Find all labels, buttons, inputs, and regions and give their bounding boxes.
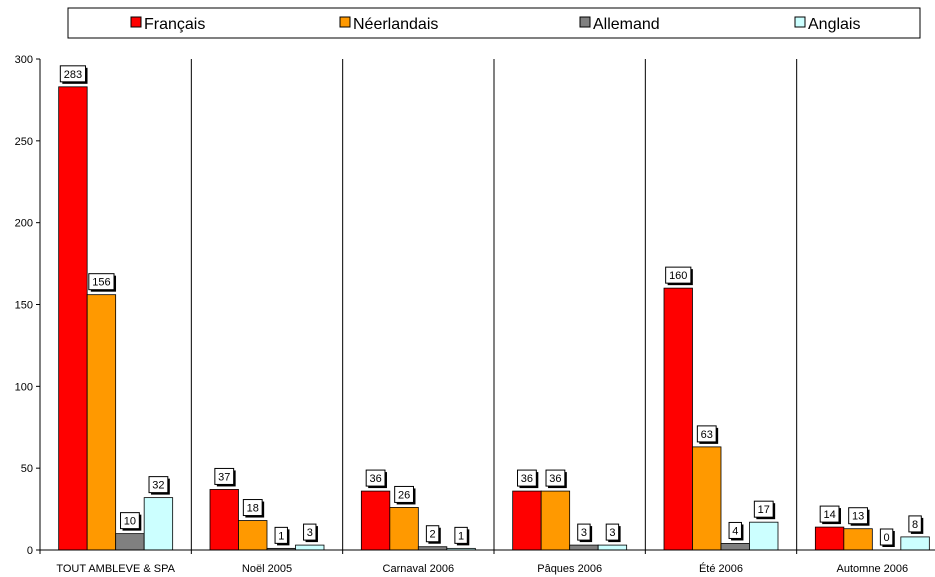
- y-tick-label: 250: [15, 136, 33, 148]
- bar-neerlandais: [540, 490, 571, 551]
- y-tick-label: 150: [15, 300, 33, 312]
- y-tick-label: 300: [15, 54, 33, 66]
- category-label: Été 2006: [699, 562, 743, 575]
- data-label: 3: [609, 527, 615, 539]
- data-label: 36: [369, 473, 381, 485]
- data-label-box: [753, 500, 774, 518]
- bar-francais: [814, 526, 845, 551]
- legend-label-allemand: Allemand: [593, 16, 660, 33]
- bar-anglais: [900, 536, 930, 551]
- data-label-box: [728, 521, 742, 539]
- data-label: 36: [549, 473, 561, 485]
- bars: [58, 86, 930, 551]
- legend-swatch-allemand: [579, 16, 591, 28]
- data-label-box: [696, 425, 717, 443]
- y-tick-label: 200: [15, 218, 33, 230]
- data-label-box: [425, 525, 440, 543]
- bar-anglais: [143, 497, 174, 551]
- y-tick-label: 100: [15, 381, 33, 393]
- data-label: 156: [92, 277, 110, 289]
- data-label: 8: [912, 519, 918, 531]
- bar-francais: [512, 490, 542, 551]
- legend-swatch-neerlandais: [339, 16, 351, 28]
- data-label-box: [848, 507, 868, 525]
- data-label-box: [605, 523, 620, 541]
- category-label: Noël 2005: [242, 563, 292, 575]
- legend-swatch-anglais: [794, 16, 806, 28]
- bar-neerlandais: [238, 520, 268, 551]
- bar-francais: [360, 490, 391, 551]
- bar-anglais: [295, 544, 325, 551]
- data-label: 32: [152, 480, 164, 492]
- legend-label-anglais: Anglais: [808, 16, 860, 33]
- data-label: 10: [124, 516, 136, 528]
- data-label: 14: [823, 509, 835, 521]
- data-label-box: [148, 476, 169, 494]
- legend-label-francais: Français: [144, 16, 205, 33]
- data-label-box: [59, 65, 87, 83]
- data-label-box: [908, 515, 922, 533]
- bar-francais: [663, 287, 693, 551]
- bar-allemand: [115, 533, 145, 551]
- data-label-box: [879, 528, 894, 546]
- data-label: 37: [218, 471, 230, 483]
- data-label-box: [819, 505, 840, 523]
- data-label-box: [517, 469, 537, 487]
- legend-swatch-francais: [130, 16, 142, 28]
- data-label-box: [365, 469, 386, 487]
- data-label: 1: [278, 530, 284, 542]
- bar-neerlandais: [86, 294, 117, 551]
- data-label: 0: [884, 532, 890, 544]
- data-label: 13: [852, 511, 864, 523]
- legend-label-neerlandais: Néerlandais: [353, 16, 438, 33]
- category-label: Automne 2006: [837, 563, 909, 575]
- data-label-box: [214, 467, 235, 485]
- data-label-box: [303, 523, 317, 541]
- data-label: 36: [521, 473, 533, 485]
- bar-neerlandais: [692, 446, 722, 551]
- category-label: Pâques 2006: [537, 563, 602, 575]
- category-label: Carnaval 2006: [383, 563, 455, 575]
- bar-allemand: [720, 543, 750, 551]
- data-label: 1: [458, 530, 464, 542]
- category-label: TOUT AMBLEVE & SPA: [56, 563, 175, 575]
- data-label-box: [88, 273, 115, 291]
- bar-francais: [209, 489, 239, 551]
- bar-neerlandais: [389, 507, 419, 551]
- bar-allemand: [569, 544, 599, 551]
- y-tick-label: 0: [27, 545, 33, 557]
- data-label: 4: [732, 525, 738, 537]
- data-label: 2: [430, 529, 436, 541]
- data-label-box: [545, 469, 566, 487]
- data-label-box: [665, 266, 692, 284]
- data-label: 3: [307, 527, 313, 539]
- legend-box: [67, 7, 921, 39]
- data-label-box: [274, 526, 288, 544]
- bar-anglais: [597, 544, 628, 551]
- data-label: 26: [398, 489, 410, 501]
- data-label-box: [120, 512, 140, 530]
- data-label: 283: [64, 69, 82, 81]
- data-label-box: [454, 526, 468, 544]
- data-label-box: [577, 523, 591, 541]
- bar-neerlandais: [843, 528, 873, 551]
- bar-francais: [58, 86, 88, 551]
- data-label: 17: [758, 504, 770, 516]
- data-label: 63: [701, 429, 713, 441]
- data-label: 160: [669, 270, 687, 282]
- data-label: 3: [581, 527, 587, 539]
- data-label-box: [242, 499, 263, 517]
- y-tick-label: 50: [21, 463, 33, 475]
- data-label-box: [394, 485, 414, 503]
- data-label: 18: [247, 503, 259, 515]
- grid: [190, 59, 798, 550]
- bar-anglais: [749, 521, 779, 551]
- legend: Français Néerlandais Allemand Anglais: [67, 7, 921, 39]
